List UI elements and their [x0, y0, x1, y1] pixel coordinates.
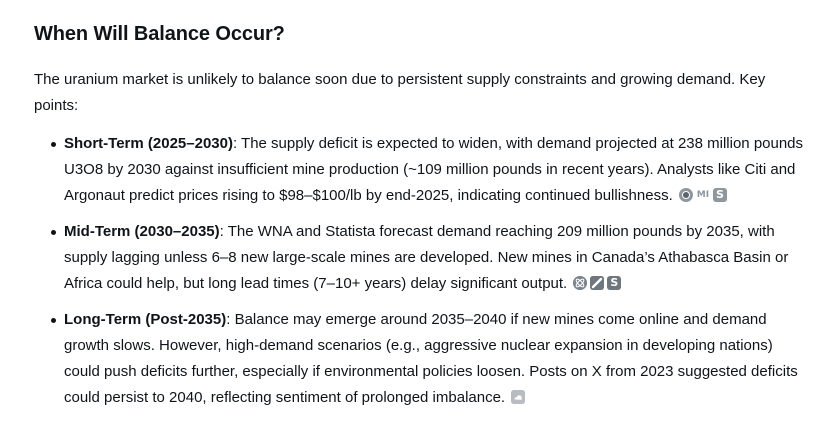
slash-icon[interactable]	[590, 276, 605, 290]
section-heading: When Will Balance Occur?	[34, 23, 285, 45]
point-text: : Balance may emerge around 2035–2040 if…	[64, 311, 798, 406]
point-text: : The supply deficit is expected to wide…	[64, 135, 804, 204]
list-item-long-term: Long-Term (Post-2035): Balance may emerg…	[51, 307, 804, 411]
point-title: Short-Term (2025–2030)	[64, 135, 233, 152]
point-text: : The WNA and Statista forecast demand r…	[64, 223, 789, 292]
x-post-icon[interactable]	[511, 390, 526, 404]
mining-news-icon[interactable]: MI	[696, 190, 710, 200]
point-title: Long-Term (Post-2035)	[64, 311, 227, 328]
atom-icon[interactable]	[573, 276, 588, 290]
intro-paragraph: The uranium market is unlikely to balanc…	[34, 71, 766, 114]
source-icons: S	[573, 276, 622, 290]
source-icons: MI S	[678, 188, 727, 202]
list-item-mid-term: Mid-Term (2030–2035): The WNA and Statis…	[51, 219, 804, 297]
source-icons	[511, 390, 526, 404]
key-points-list: Short-Term (2025–2030): The supply defic…	[34, 131, 804, 411]
globe-icon[interactable]	[678, 188, 693, 202]
answer-section: When Will Balance Occur? The uranium mar…	[34, 23, 804, 411]
sprott-icon[interactable]: S	[607, 276, 622, 290]
sprott-icon[interactable]: S	[712, 188, 727, 202]
point-title: Mid-Term (2030–2035)	[64, 223, 220, 240]
list-item-short-term: Short-Term (2025–2030): The supply defic…	[51, 131, 804, 209]
